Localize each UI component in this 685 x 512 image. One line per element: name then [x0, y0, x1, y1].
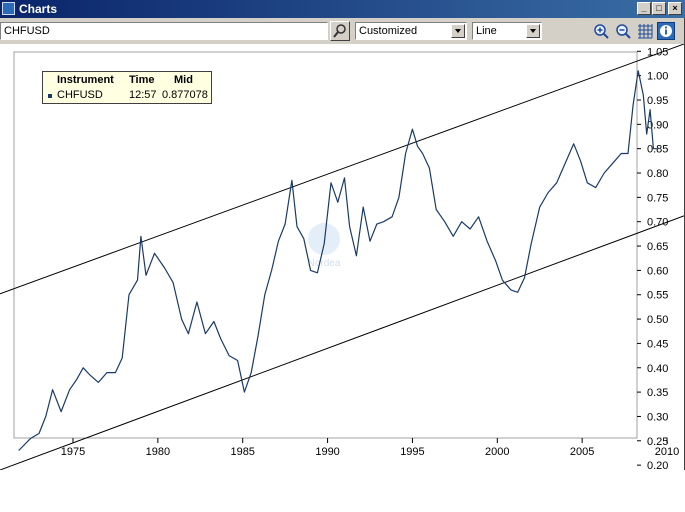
legend-mid-value: 0.877078	[162, 89, 208, 101]
legend-series-marker	[48, 94, 52, 98]
chart-panel: 0.20 0.25 0.30 0.35 0.40 0.45 0.50 0.55 0.60 0.65…	[0, 43, 685, 472]
y-tick-label: 0.25	[647, 436, 668, 448]
x-tick-label: 1985	[230, 446, 254, 458]
view-mode-value: Customized	[359, 25, 418, 37]
watermark: Nordea	[308, 223, 341, 269]
y-tick-label: 0.20	[647, 460, 668, 470]
chevron-down-icon[interactable]	[526, 24, 540, 38]
info-icon[interactable]	[657, 22, 675, 40]
x-tick-label: 1975	[61, 446, 85, 458]
y-tick-label: 0.70	[647, 217, 668, 229]
title-bar[interactable]: Charts _ □ ×	[0, 0, 685, 18]
y-axis: 0.20 0.25 0.30 0.35 0.40 0.45 0.50 0.55 0.60 0.65…	[637, 46, 668, 472]
y-tick-label: 0.80	[647, 168, 668, 180]
series	[18, 70, 659, 451]
instrument-input[interactable]: CHFUSD	[0, 22, 328, 40]
y-tick-label: 0.90	[647, 119, 668, 131]
chart-style-select[interactable]: Line	[472, 22, 542, 40]
x-tick-label: 1995	[400, 446, 424, 458]
x-axis: 197019751980198519901995200020052010	[0, 438, 679, 458]
close-icon[interactable]: ×	[668, 2, 682, 15]
legend-time-value: 12:57	[129, 89, 157, 101]
x-tick-label: 2000	[485, 446, 509, 458]
y-tick-label: 0.50	[647, 314, 668, 326]
y-tick-label: 0.85	[647, 144, 668, 156]
price-chart[interactable]: 0.20 0.25 0.30 0.35 0.40 0.45 0.50 0.55 0.60 0.65…	[0, 43, 685, 472]
x-tick-label: 1980	[146, 446, 170, 458]
zoom-out-icon[interactable]	[614, 22, 632, 40]
minimize-icon[interactable]: _	[637, 2, 651, 15]
legend-header-time: Time	[129, 74, 155, 86]
zoom-in-icon[interactable]	[592, 22, 610, 40]
y-tick-label: 0.45	[647, 338, 668, 350]
legend: Instrument Time Mid CHFUSD 12:57 0.87707…	[42, 71, 212, 104]
y-tick-label: 0.65	[647, 241, 668, 253]
x-tick-label: 1990	[315, 446, 339, 458]
legend-header-mid: Mid	[174, 74, 193, 86]
search-button[interactable]	[330, 21, 350, 41]
y-tick-label: 0.40	[647, 363, 668, 375]
chart-style-value: Line	[476, 25, 497, 37]
upper-trend-line	[0, 43, 685, 295]
toolbar: CHFUSD Customized Line	[0, 19, 685, 43]
search-icon	[333, 24, 346, 38]
legend-instrument-value: CHFUSD	[57, 89, 103, 101]
view-mode-select[interactable]: Customized	[355, 22, 467, 40]
maximize-icon[interactable]: □	[652, 2, 666, 15]
window-title: Charts	[19, 2, 58, 16]
y-tick-label: 0.55	[647, 290, 668, 302]
y-tick-label: 0.95	[647, 95, 668, 107]
watermark-text: Nordea	[308, 258, 341, 269]
y-tick-label: 0.60	[647, 265, 668, 277]
trend-channel	[0, 43, 685, 471]
y-tick-label: 0.30	[647, 411, 668, 423]
y-tick-label: 0.75	[647, 192, 668, 204]
charts-window: Charts _ □ × CHFUSD Customized Line	[0, 0, 685, 472]
x-tick-label: 2010	[655, 446, 679, 458]
window-icon	[2, 2, 15, 15]
lower-trend-line	[0, 215, 685, 471]
chfusd-series-line	[18, 70, 659, 451]
chevron-down-icon[interactable]	[451, 24, 465, 38]
grid-icon[interactable]	[636, 22, 654, 40]
y-tick-label: 0.35	[647, 387, 668, 399]
legend-header-instrument: Instrument	[57, 74, 114, 86]
y-tick-label: 1.00	[647, 71, 668, 83]
x-tick-label: 2005	[570, 446, 594, 458]
